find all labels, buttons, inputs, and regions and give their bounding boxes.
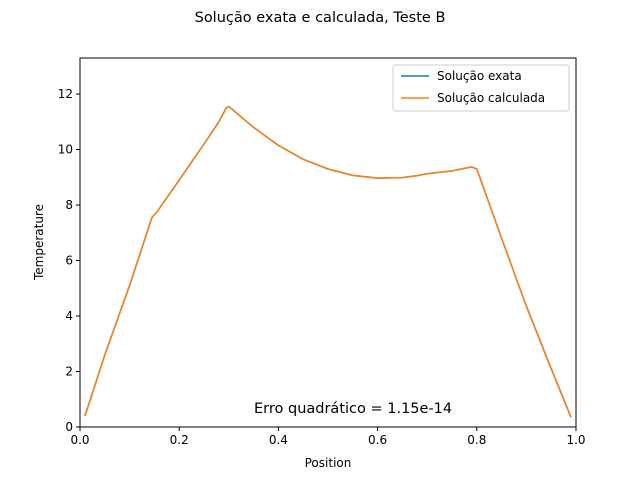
x-tick-label: 0.0: [70, 433, 89, 447]
y-tick-label: 4: [65, 309, 73, 323]
y-tick-label: 0: [65, 420, 73, 434]
error-annotation: Erro quadrático = 1.15e-14: [254, 401, 452, 417]
series-line-exata: [84, 105, 572, 418]
y-tick-label: 2: [65, 365, 73, 379]
y-tick-label: 10: [58, 143, 73, 157]
x-tick-label: 0.6: [368, 433, 387, 447]
legend-box: [392, 64, 570, 112]
x-axis-ticks: 0.0 0.2 0.4 0.6 0.8 1.0: [70, 427, 586, 447]
chart-title: Solução exata e calculada, Teste B: [195, 10, 446, 26]
plot-frame: [79, 57, 577, 428]
legend-label-calculada: Solução calculada: [437, 91, 545, 105]
y-axis-ticks: 0 2 4 6 8 10 12: [58, 87, 80, 434]
x-axis-label: Position: [305, 456, 352, 470]
x-tick-label: 1.0: [566, 433, 585, 447]
legend-label-exata: Solução exata: [437, 69, 522, 83]
y-tick-label: 12: [58, 87, 73, 101]
series-line-calculada: [84, 105, 572, 418]
plot-lines: [84, 105, 572, 418]
y-axis-label: Temperature: [32, 204, 46, 281]
x-tick-label: 0.4: [269, 433, 288, 447]
x-tick-label: 0.8: [467, 433, 486, 447]
x-tick-label: 0.2: [170, 433, 189, 447]
legend: Solução exata Solução calculada: [392, 64, 570, 112]
y-tick-label: 8: [65, 198, 73, 212]
y-tick-label: 6: [65, 254, 73, 268]
